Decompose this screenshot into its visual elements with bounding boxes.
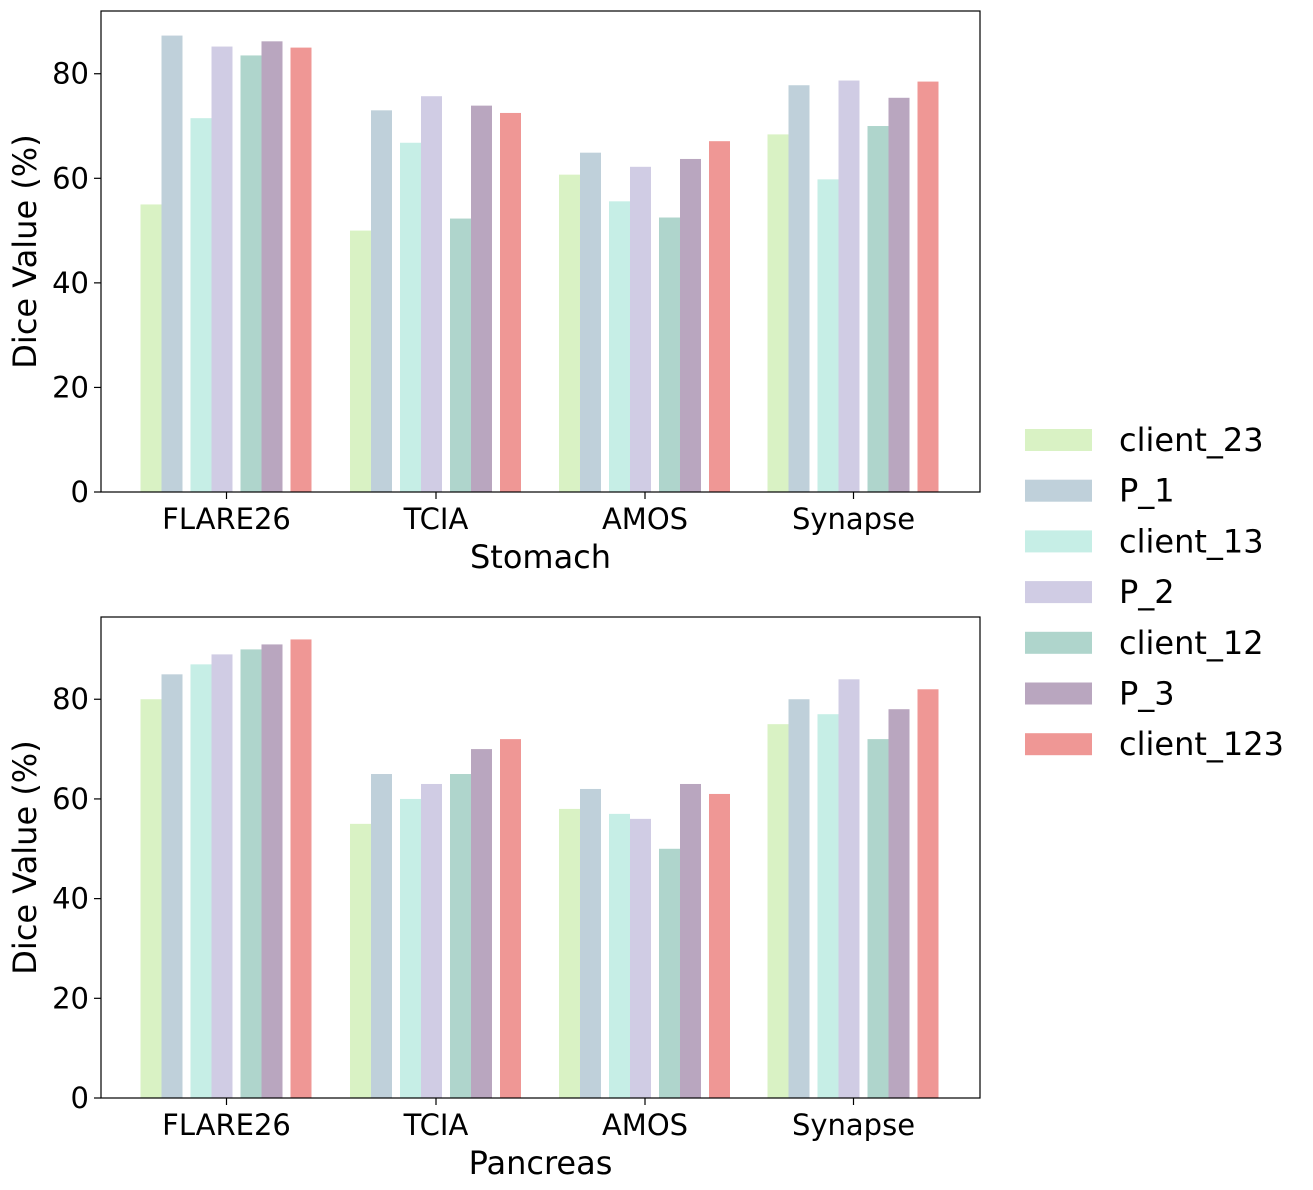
- bar: [680, 158, 701, 492]
- bar: [917, 81, 939, 493]
- legend-label: P_1: [1119, 472, 1175, 510]
- bar: [161, 674, 183, 1098]
- bar: [838, 80, 860, 493]
- legend-label: P_3: [1119, 675, 1175, 713]
- y-tick-label: 60: [52, 782, 89, 816]
- legend-swatch: [1025, 733, 1092, 756]
- bar: [559, 808, 580, 1098]
- bar: [838, 679, 860, 1098]
- stomach-chart: 0 20 40 60 80 FLARE26 TCIA AMOS Synapse Stomach Di…: [6, 10, 981, 576]
- y-tick-label: 0: [71, 1081, 89, 1115]
- bar: [400, 798, 421, 1098]
- plot-frame: [100, 10, 981, 493]
- x-tick-label: FLARE26: [162, 1108, 291, 1142]
- bar: [240, 649, 262, 1098]
- bar: [471, 105, 492, 492]
- bar: [211, 654, 233, 1098]
- x-axis-label: Stomach: [470, 538, 611, 576]
- x-tick-label: TCIA: [403, 1108, 469, 1142]
- legend-label: client_12: [1119, 624, 1264, 662]
- legend-swatch: [1025, 530, 1092, 553]
- bar: [867, 126, 889, 493]
- bar: [659, 217, 680, 493]
- bar: [350, 230, 371, 492]
- bar: [817, 714, 839, 1098]
- bar: [500, 112, 521, 493]
- bar: [161, 35, 183, 493]
- y-axis-label: Dice Value (%): [6, 740, 44, 974]
- bar: [471, 749, 492, 1098]
- bar: [867, 739, 889, 1098]
- bar: [709, 141, 730, 492]
- bar: [888, 709, 910, 1098]
- bar: [609, 813, 630, 1098]
- bar: [350, 823, 371, 1098]
- bar: [400, 142, 421, 492]
- bar: [580, 152, 601, 493]
- bar: [659, 848, 680, 1098]
- legend-label: client_23: [1119, 421, 1264, 459]
- bar: [788, 699, 810, 1098]
- y-axis-label: Dice Value (%): [6, 134, 44, 368]
- bar: [140, 699, 162, 1098]
- bar: [767, 724, 789, 1098]
- y-tick-label: 20: [52, 370, 89, 404]
- legend: client_23 P_1 client_13 P_2 client_12 P_3clie…: [1025, 421, 1284, 763]
- x-tick-label: AMOS: [602, 502, 688, 536]
- bar: [290, 639, 312, 1098]
- legend-label: client_123: [1119, 725, 1284, 763]
- bar: [261, 644, 283, 1098]
- y-tick-label: 80: [52, 57, 89, 91]
- bar: [421, 783, 442, 1098]
- y-tick-label: 40: [52, 882, 89, 916]
- legend-swatch: [1025, 479, 1092, 502]
- x-tick-label: Synapse: [792, 502, 915, 536]
- x-axis-label: Pancreas: [469, 1144, 613, 1182]
- bar: [630, 818, 651, 1098]
- bar: [609, 201, 630, 492]
- legend-swatch: [1025, 631, 1092, 654]
- pancreas-chart: 0 20 40 60 80 FLARE26 TCIA AMOS Synapse Pancreas D…: [6, 616, 981, 1182]
- x-tick-label: TCIA: [403, 502, 469, 536]
- y-tick-label: 60: [52, 161, 89, 195]
- y-tick-label: 40: [52, 266, 89, 300]
- x-tick-label: Synapse: [792, 1108, 915, 1142]
- bar: [211, 46, 233, 492]
- bar: [450, 774, 471, 1098]
- bar: [261, 41, 283, 492]
- bar: [630, 166, 651, 492]
- bar: [371, 774, 392, 1098]
- y-tick-label: 20: [52, 981, 89, 1015]
- bar: [767, 134, 789, 492]
- bar: [371, 110, 392, 492]
- bar: [500, 739, 521, 1098]
- legend-label: P_2: [1119, 573, 1175, 611]
- bar: [559, 174, 580, 492]
- legend-swatch: [1025, 429, 1092, 451]
- bar: [817, 179, 839, 492]
- plot-frame: [100, 616, 981, 1099]
- bar: [450, 218, 471, 492]
- legend-label: client_13: [1119, 522, 1264, 560]
- bar: [709, 793, 730, 1098]
- x-tick-label: AMOS: [602, 1108, 688, 1142]
- bar: [140, 204, 162, 492]
- bar: [290, 47, 312, 492]
- legend-swatch: [1025, 581, 1092, 604]
- x-tick-label: FLARE26: [162, 502, 291, 536]
- legend-swatch: [1025, 682, 1092, 705]
- bar: [580, 788, 601, 1098]
- bar: [680, 783, 701, 1098]
- y-tick-label: 80: [52, 682, 89, 716]
- bar: [917, 689, 939, 1098]
- bar: [788, 85, 810, 492]
- bar: [888, 97, 910, 493]
- bar: [240, 55, 262, 492]
- bar: [190, 118, 212, 492]
- bar: [190, 664, 212, 1098]
- y-tick-label: 0: [71, 475, 89, 509]
- bar: [421, 96, 442, 493]
